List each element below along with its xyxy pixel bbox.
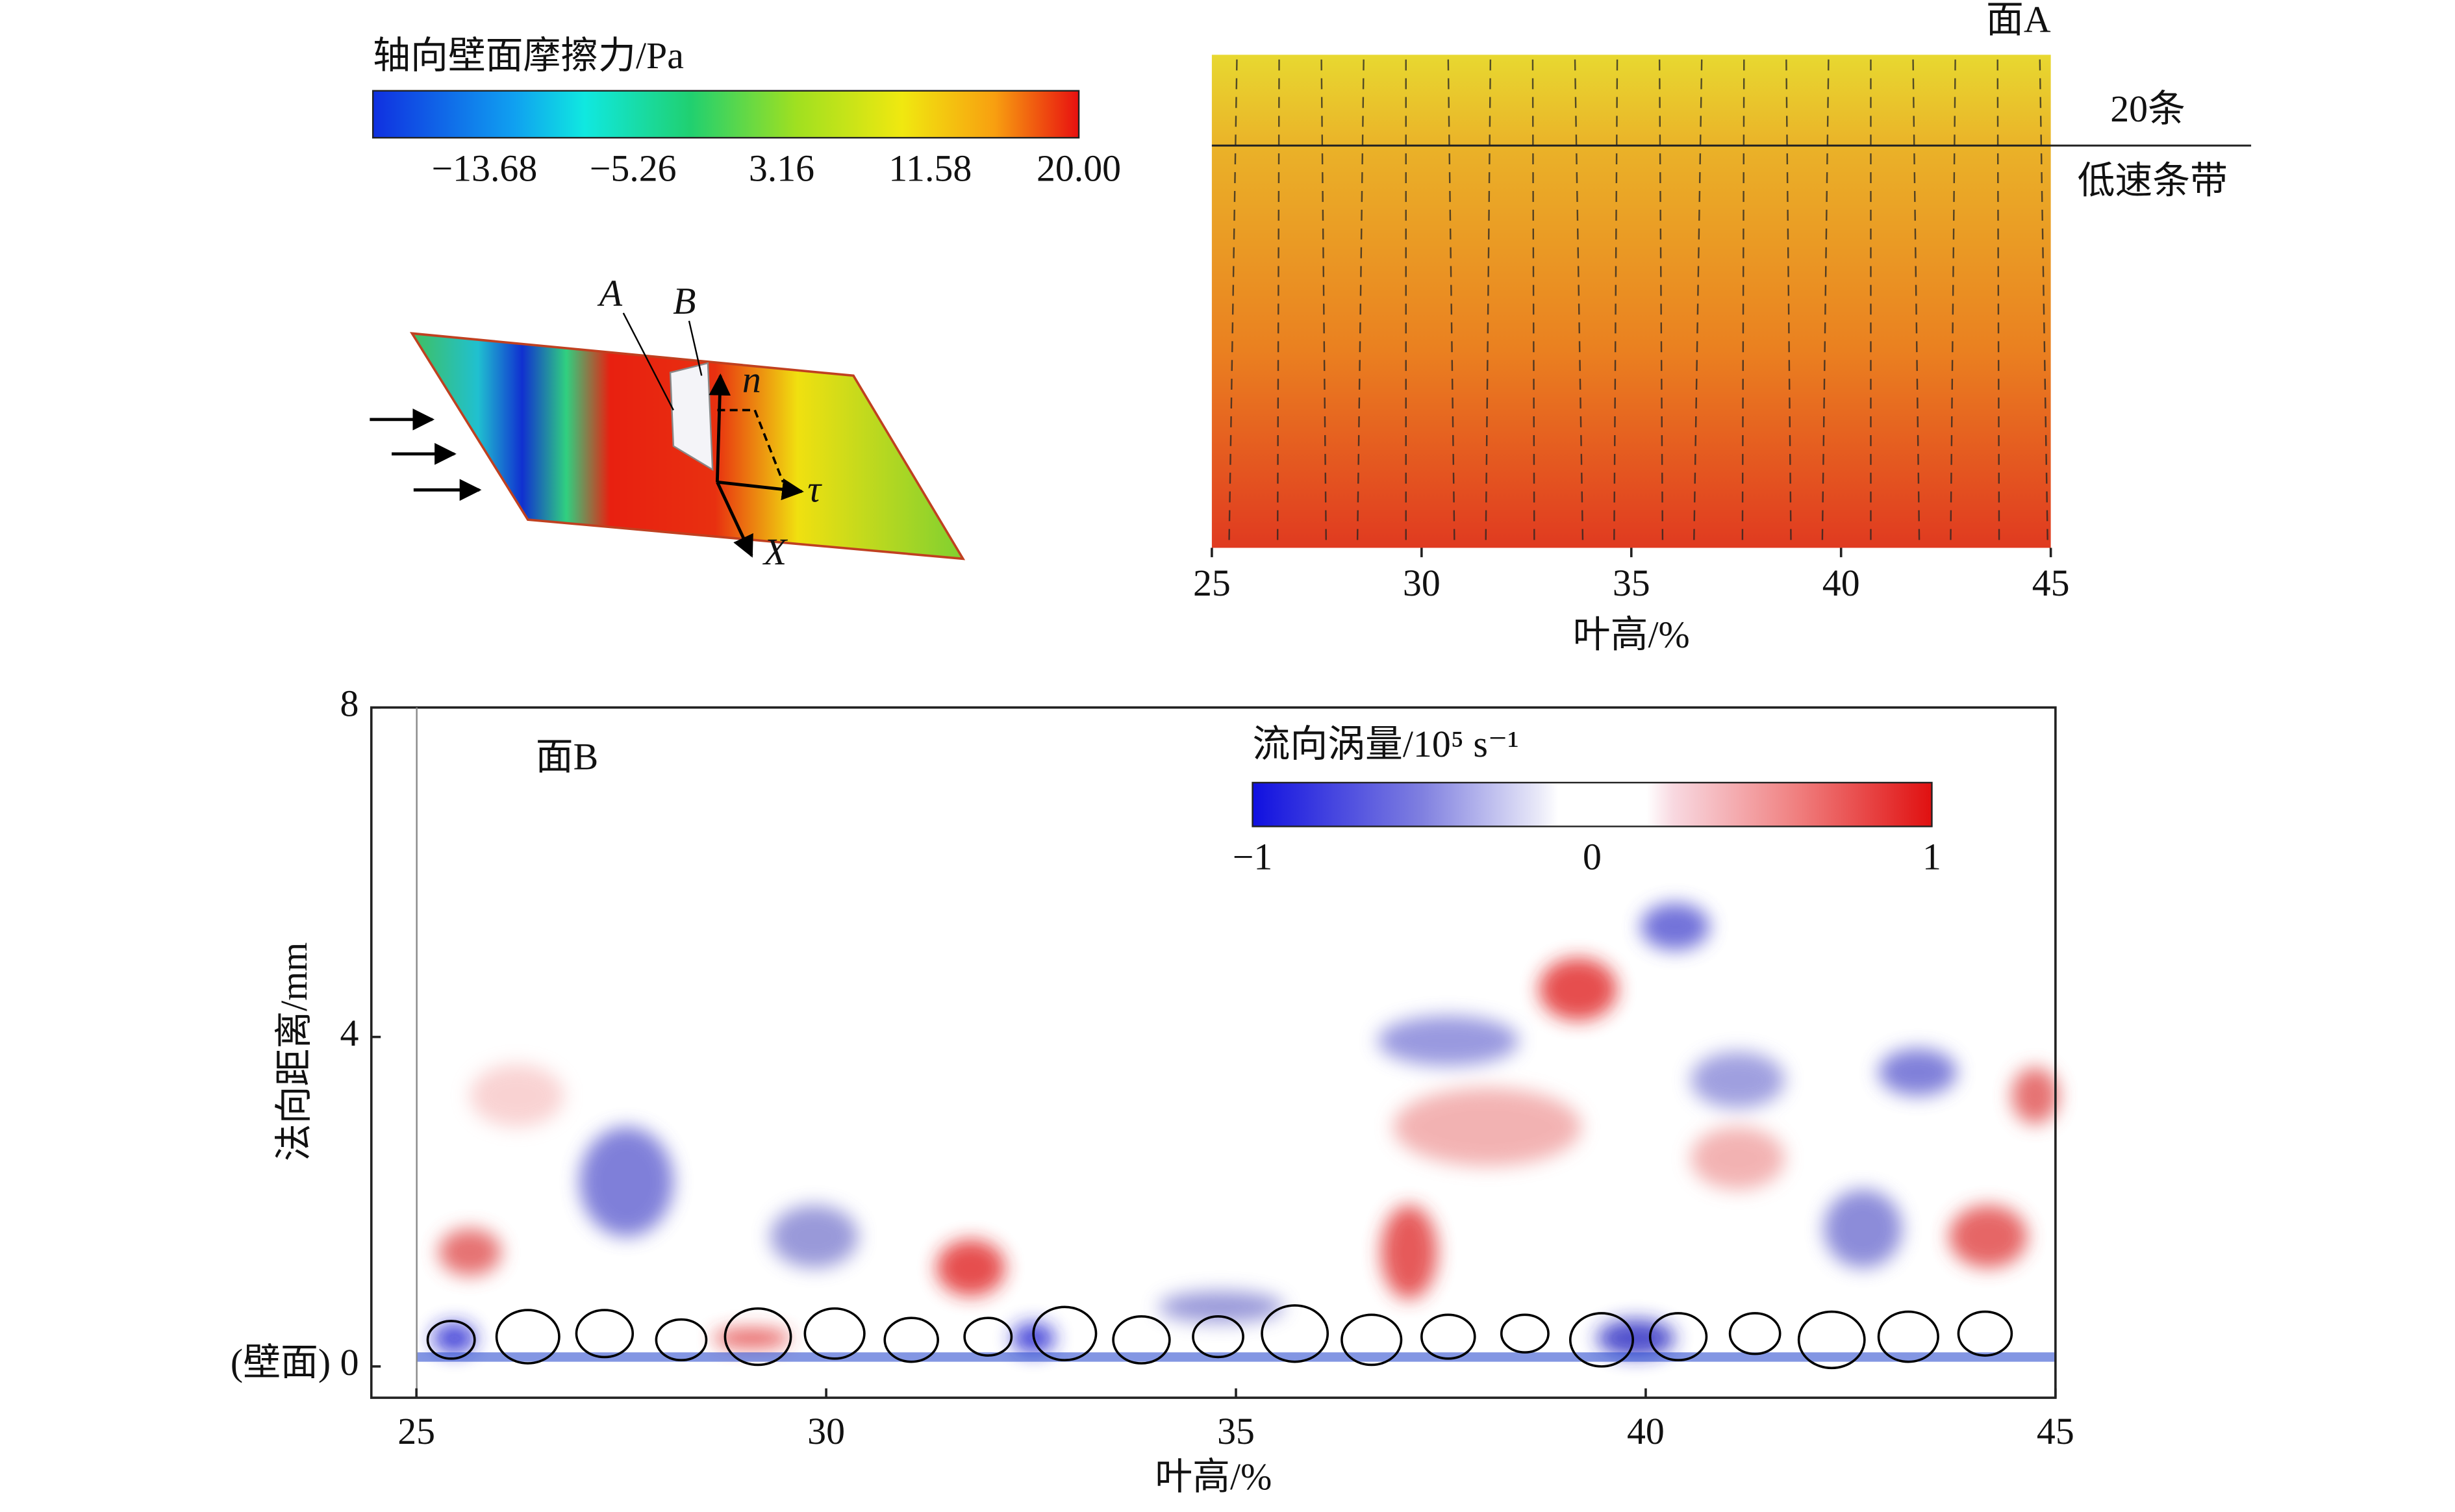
vortex <box>1797 1310 1866 1370</box>
streak <box>1785 59 1792 545</box>
vortex <box>1341 1313 1403 1367</box>
tick-label: (壁面) 0 <box>231 1341 359 1383</box>
vortex-markers <box>426 1304 2013 1370</box>
vortex <box>426 1320 476 1360</box>
face-b-title: 面B <box>536 735 598 777</box>
tick-label: 35 <box>1217 1410 1255 1452</box>
face-b-axis: 25 30 35 40 45 (壁面) 0 4 8 <box>231 683 2074 1453</box>
diagram-label: B <box>673 280 696 322</box>
tick-label: 8 <box>340 683 359 725</box>
streak <box>1996 59 2000 545</box>
vortex <box>575 1309 635 1359</box>
streak <box>1693 59 1703 545</box>
tick-label: 30 <box>807 1410 845 1452</box>
tick-label: 35 <box>1613 562 1650 604</box>
blade-diagram <box>370 312 966 561</box>
tick-label: 40 <box>1627 1410 1665 1452</box>
vortex <box>495 1309 560 1365</box>
vorticity-field <box>432 903 2059 1357</box>
streak-count: 20条 <box>2110 88 2185 130</box>
tick-label: 20.00 <box>1037 147 1121 189</box>
face-a-title: 面A <box>1986 0 2051 40</box>
vortex <box>1648 1312 1708 1362</box>
streak <box>1228 59 1238 545</box>
colorbar <box>1252 781 1933 827</box>
tick-label: 11.58 <box>888 147 972 189</box>
streak <box>1950 59 1956 545</box>
colorbar-title: 流向涡量/10⁵ s⁻¹ <box>1253 723 1519 765</box>
streak <box>2039 59 2049 545</box>
streak <box>1613 59 1618 545</box>
vortex <box>1420 1313 1476 1360</box>
vortex <box>1568 1312 1634 1368</box>
vortex <box>1877 1310 1939 1363</box>
plot-frame <box>370 706 2057 1399</box>
streak <box>1356 59 1365 545</box>
vortex <box>963 1317 1013 1357</box>
streak <box>1658 59 1664 545</box>
tick-label: −1 <box>1233 836 1273 878</box>
tick-label: 40 <box>1822 562 1860 604</box>
streak <box>1276 59 1280 545</box>
wall-layer <box>416 1352 2056 1362</box>
vortex <box>1728 1312 1781 1355</box>
face-a-axis: 25 30 35 40 45 <box>1193 548 2070 604</box>
vortex <box>1112 1315 1171 1365</box>
tick-label: −5.26 <box>590 147 677 189</box>
colorbar-ticks: −13.68 −5.26 3.16 11.58 20.00 <box>432 147 1122 189</box>
tick-label: 3.16 <box>749 147 814 189</box>
tick-label: 30 <box>1403 562 1441 604</box>
tick-label: 4 <box>340 1012 359 1054</box>
tick-label: −13.68 <box>432 147 538 189</box>
streak <box>1821 59 1830 545</box>
vortex <box>1192 1315 1244 1359</box>
streak <box>1741 59 1745 545</box>
x-axis-label: 叶高/% <box>1155 1455 1272 1498</box>
vortex <box>655 1318 708 1362</box>
face-a-contour <box>1211 55 2051 548</box>
vortex <box>1500 1313 1550 1354</box>
streak <box>1320 59 1328 545</box>
streak-lines <box>1228 59 2049 545</box>
diagram-label: n <box>742 359 761 401</box>
tick-label: 25 <box>1193 562 1231 604</box>
tick-label: 45 <box>2032 562 2070 604</box>
vortex <box>1957 1310 2013 1357</box>
vortex <box>803 1307 866 1360</box>
streak-label: 低速条带 <box>2078 160 2228 202</box>
colorbar <box>371 90 1080 139</box>
colorbar-ticks: −1 0 1 <box>1233 836 1941 878</box>
streak <box>1531 59 1535 545</box>
streak <box>1574 59 1584 545</box>
diagram-label: A <box>597 272 623 314</box>
tick-label: 45 <box>2037 1410 2074 1452</box>
tick-label: 1 <box>1922 836 1941 878</box>
vortex <box>1261 1304 1329 1363</box>
y-axis-label: 法向距离/mm <box>273 942 315 1161</box>
vortex <box>883 1317 939 1363</box>
diagram-label: τ <box>807 468 822 510</box>
vortex <box>724 1307 792 1367</box>
tick-label: 0 <box>1583 836 1602 878</box>
colorbar-title: 轴向壁面摩擦力/Pa <box>373 34 684 77</box>
x-axis-label: 叶高/% <box>1573 614 1690 656</box>
tick-label: 25 <box>397 1410 435 1452</box>
streak <box>1447 59 1455 545</box>
streak <box>1485 59 1492 545</box>
vortex <box>1032 1305 1098 1362</box>
streak <box>1912 59 1920 545</box>
diagram-label: X <box>762 531 788 573</box>
